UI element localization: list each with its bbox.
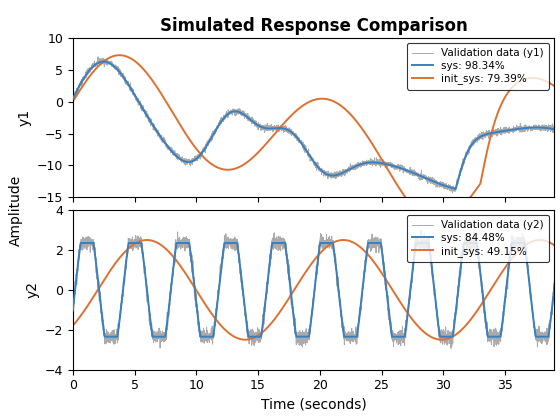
sys: 98.34%: (31, -13.7): 98.34%: (31, -13.7) <box>452 186 459 192</box>
Legend: Validation data (y1), sys: 98.34%, init_sys: 79.39%: Validation data (y1), sys: 98.34%, init_… <box>407 43 549 89</box>
sys: 98.34%: (35.9, -4.33): 98.34%: (35.9, -4.33) <box>512 127 519 132</box>
init_sys: 79.39%: (3.77, 7.27): 79.39%: (3.77, 7.27) <box>116 52 123 58</box>
sys: 84.48%: (0.644, 2.35): 84.48%: (0.644, 2.35) <box>77 241 84 246</box>
sys: 98.34%: (16.7, -4.15): 98.34%: (16.7, -4.15) <box>276 126 282 131</box>
Validation data (y1) <box>536 127 543 132</box>
Validation data (y2) <box>512 244 519 249</box>
Text: Amplitude: Amplitude <box>8 174 22 246</box>
Validation data (y2) <box>272 244 278 249</box>
sys: 98.34%: (39, -4.33): 98.34%: (39, -4.33) <box>551 127 558 132</box>
init_sys: 79.39%: (16.4, -4.95): 79.39%: (16.4, -4.95) <box>272 131 279 136</box>
sys: 98.34%: (0, 0.434): 98.34%: (0, 0.434) <box>69 96 76 101</box>
Validation data (y2) <box>551 276 558 281</box>
init_sys: 79.39%: (37.8, 3.56): 79.39%: (37.8, 3.56) <box>536 76 543 81</box>
Validation data (y2) <box>69 311 76 316</box>
init_sys: 79.39%: (29.5, -18.9): 79.39%: (29.5, -18.9) <box>434 219 441 224</box>
init_sys: 79.39%: (16.7, -4.25): 79.39%: (16.7, -4.25) <box>276 126 282 131</box>
init_sys: 79.39%: (18.5, -0.749): 79.39%: (18.5, -0.749) <box>298 104 305 109</box>
init_sys: 79.39%: (39, 2.44): 79.39%: (39, 2.44) <box>551 84 558 89</box>
Validation data (y1) <box>512 127 519 132</box>
Line: init_sys: 49.15%: init_sys: 49.15% <box>73 240 554 340</box>
Validation data (y2) <box>536 336 543 341</box>
sys: 84.48%: (39, 0.168): 84.48%: (39, 0.168) <box>551 284 558 289</box>
Validation data (y1) <box>272 126 279 131</box>
Validation data (y1) <box>298 142 305 147</box>
sys: 84.48%: (16.4, 2.35): 84.48%: (16.4, 2.35) <box>272 241 279 246</box>
sys: 84.48%: (16.7, 2.35): 84.48%: (16.7, 2.35) <box>276 241 283 246</box>
Validation data (y2) <box>298 334 305 339</box>
sys: 84.48%: (37.8, -2.35): 84.48%: (37.8, -2.35) <box>536 334 543 339</box>
init_sys: 49.15%: (6, 2.5): 49.15%: (6, 2.5) <box>143 237 150 242</box>
Validation data (y1) <box>69 95 76 100</box>
Validation data (y1) <box>449 190 456 195</box>
Line: Validation data (y2): Validation data (y2) <box>73 230 554 348</box>
Legend: Validation data (y2), sys: 84.48%, init_sys: 49.15%: Validation data (y2), sys: 84.48%, init_… <box>407 215 549 262</box>
init_sys: 49.15%: (18.5, 0.594): 49.15%: (18.5, 0.594) <box>298 276 305 281</box>
init_sys: 49.15%: (29.9, -2.5): 49.15%: (29.9, -2.5) <box>438 337 445 342</box>
sys: 84.48%: (18.5, -2.35): 84.48%: (18.5, -2.35) <box>298 334 305 339</box>
Validation data (y1) <box>419 175 426 180</box>
init_sys: 49.15%: (39, 2.23): 49.15%: (39, 2.23) <box>551 243 558 248</box>
init_sys: 49.15%: (16.4, -1.43): 49.15%: (16.4, -1.43) <box>272 316 279 321</box>
init_sys: 79.39%: (0, -1.57e-19): 79.39%: (0, -1.57e-19) <box>69 99 76 104</box>
Y-axis label: y1: y1 <box>17 109 31 126</box>
Line: sys: 84.48%: sys: 84.48% <box>73 243 554 337</box>
Validation data (y2) <box>276 237 282 242</box>
init_sys: 49.15%: (35.9, 1.8): 49.15%: (35.9, 1.8) <box>512 251 519 256</box>
sys: 98.34%: (2.49, 6.27): 98.34%: (2.49, 6.27) <box>100 59 107 64</box>
Validation data (y1) <box>276 124 282 129</box>
init_sys: 49.15%: (28.3, -2.06): 49.15%: (28.3, -2.06) <box>419 328 426 333</box>
Validation data (y2) <box>418 228 424 233</box>
sys: 98.34%: (18.5, -6.6): 98.34%: (18.5, -6.6) <box>298 141 305 146</box>
init_sys: 79.39%: (35.9, 2.76): 79.39%: (35.9, 2.76) <box>512 81 519 87</box>
Validation data (y1) <box>551 126 558 131</box>
sys: 98.34%: (16.4, -4.18): 98.34%: (16.4, -4.18) <box>272 126 279 131</box>
init_sys: 49.15%: (16.7, -1.16): 49.15%: (16.7, -1.16) <box>276 310 282 315</box>
sys: 98.34%: (37.8, -4.06): 98.34%: (37.8, -4.06) <box>536 125 543 130</box>
Line: sys: 98.34%: sys: 98.34% <box>73 62 554 189</box>
Validation data (y1) <box>95 54 101 59</box>
Line: init_sys: 79.39%: init_sys: 79.39% <box>73 55 554 222</box>
Line: Validation data (y1): Validation data (y1) <box>73 57 554 193</box>
sys: 84.48%: (35.9, 2.35): 84.48%: (35.9, 2.35) <box>512 241 519 246</box>
sys: 84.48%: (2.58, -2.35): 84.48%: (2.58, -2.35) <box>101 334 108 339</box>
Title: Simulated Response Comparison: Simulated Response Comparison <box>160 17 468 35</box>
sys: 98.34%: (28.3, -11.8): 98.34%: (28.3, -11.8) <box>419 174 426 179</box>
sys: 84.48%: (28.4, 2.35): 84.48%: (28.4, 2.35) <box>419 241 426 246</box>
X-axis label: Time (seconds): Time (seconds) <box>261 398 366 412</box>
sys: 84.48%: (0, -1.03): 84.48%: (0, -1.03) <box>69 308 76 313</box>
init_sys: 49.15%: (0, -1.79): 49.15%: (0, -1.79) <box>69 323 76 328</box>
Validation data (y2) <box>447 346 454 351</box>
Validation data (y2) <box>419 244 426 249</box>
init_sys: 49.15%: (37.8, 2.5): 49.15%: (37.8, 2.5) <box>536 237 543 242</box>
Y-axis label: y2: y2 <box>25 281 39 298</box>
init_sys: 79.39%: (28.3, -18): 79.39%: (28.3, -18) <box>419 214 426 219</box>
